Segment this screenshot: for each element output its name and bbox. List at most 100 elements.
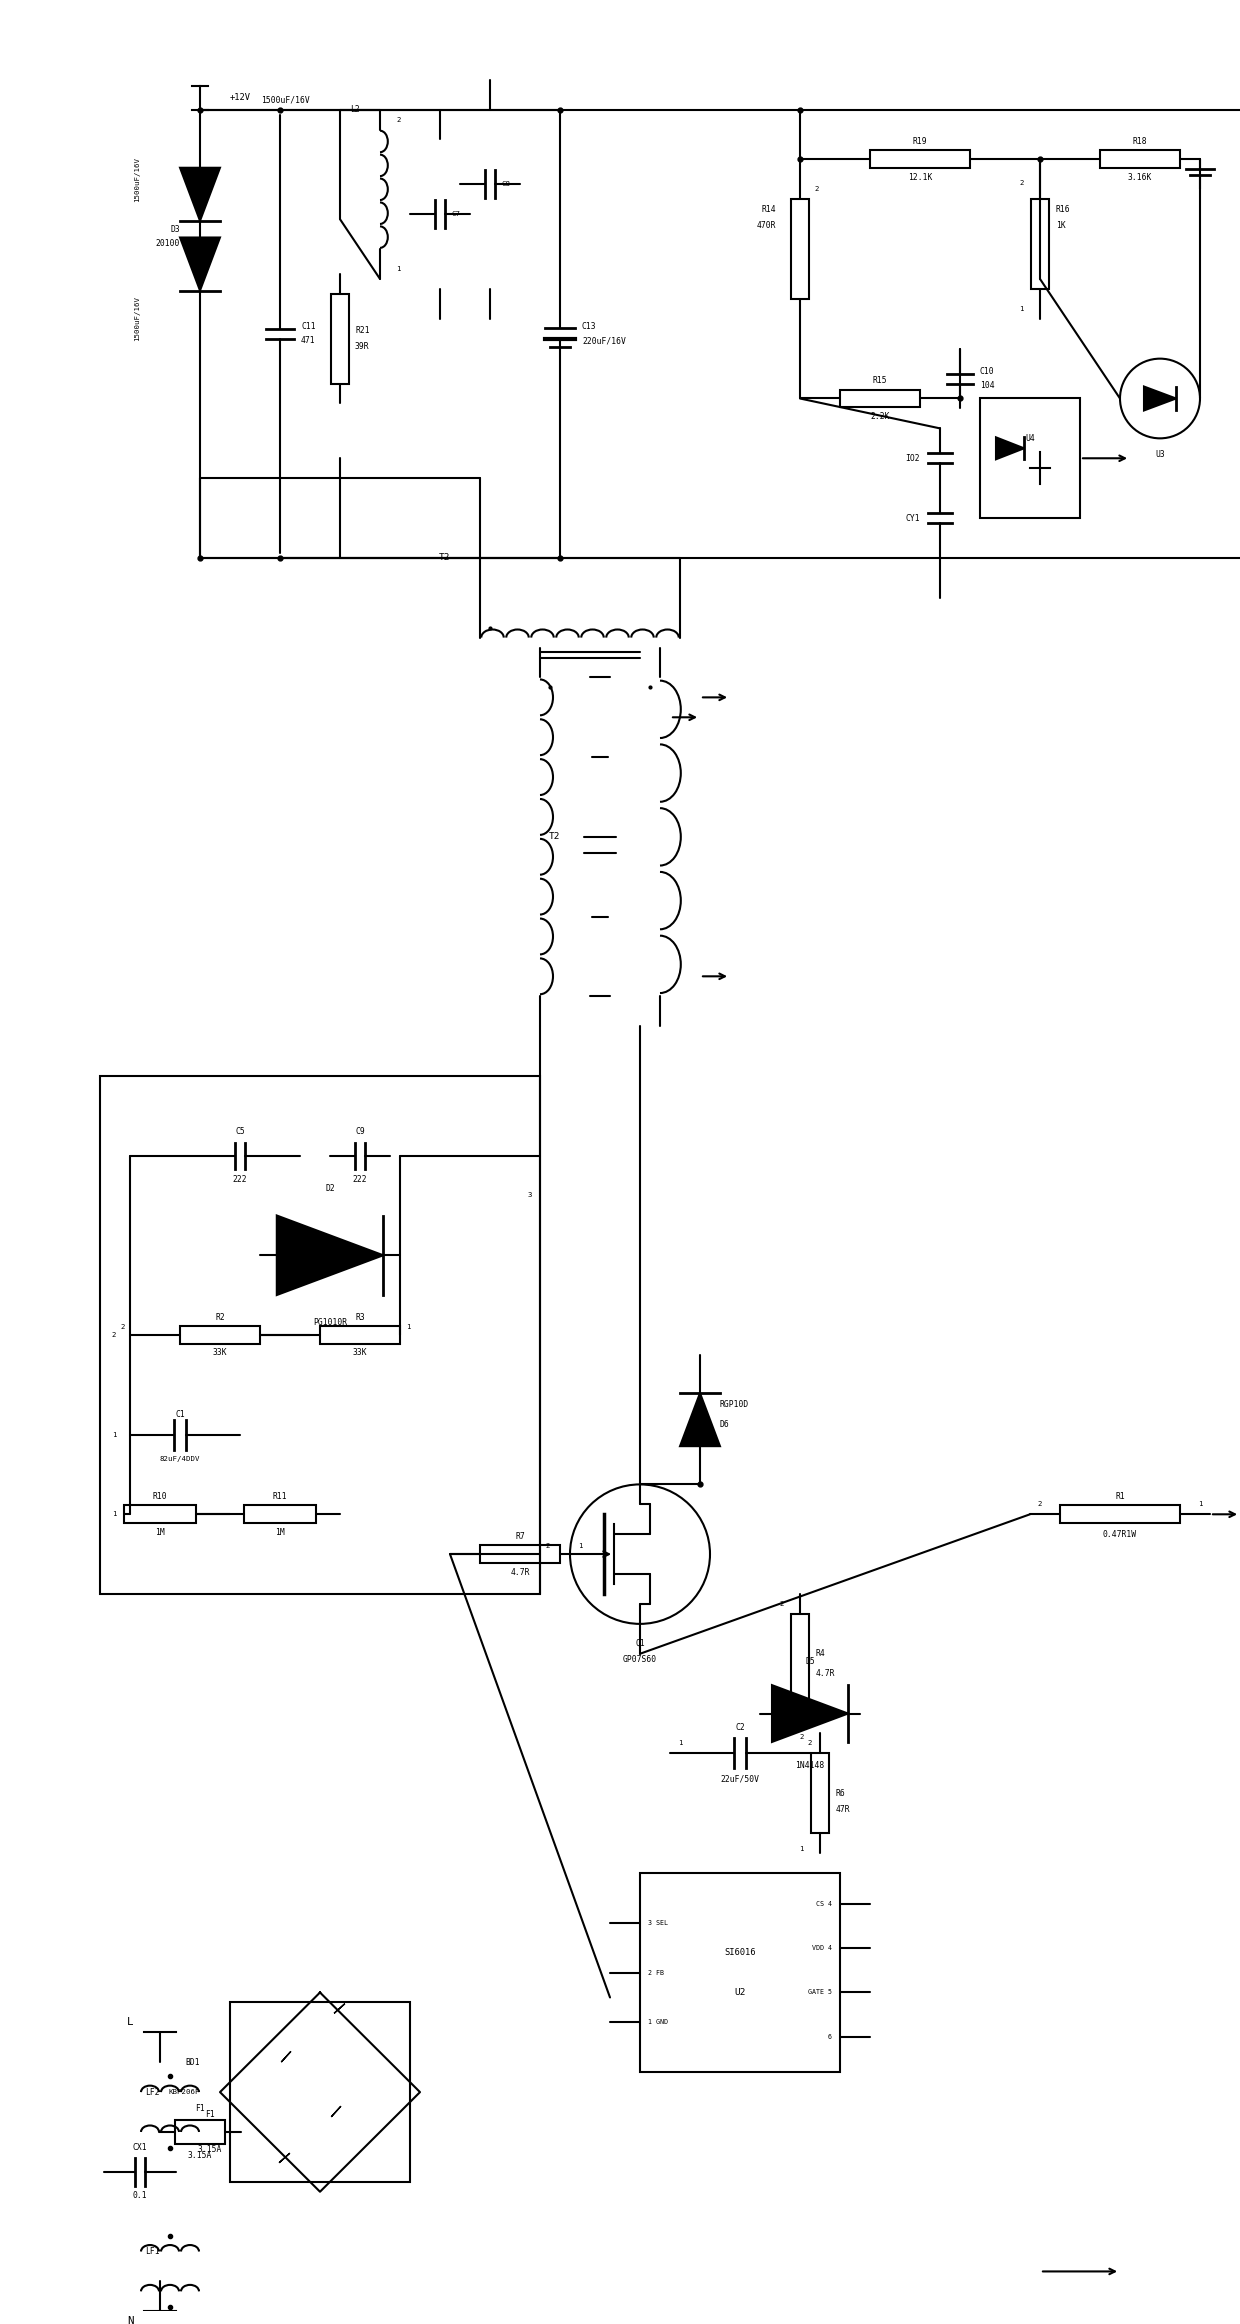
Bar <box>791 200 808 300</box>
Text: N: N <box>126 2317 133 2324</box>
Text: R3: R3 <box>355 1313 365 1322</box>
Text: Q1: Q1 <box>635 1638 645 1648</box>
Text: U3: U3 <box>1156 451 1164 458</box>
Text: 1: 1 <box>800 1845 804 1852</box>
Text: +12V: +12V <box>229 93 250 102</box>
Text: KBP206P: KBP206P <box>169 2089 200 2096</box>
Text: 2: 2 <box>813 186 818 193</box>
Bar <box>320 1327 401 1343</box>
Text: R4: R4 <box>816 1650 826 1659</box>
Text: R2: R2 <box>215 1313 224 1322</box>
Text: 20100: 20100 <box>156 239 180 249</box>
Text: C1: C1 <box>175 1411 185 1420</box>
Bar <box>1030 200 1049 288</box>
Text: T2: T2 <box>548 832 560 841</box>
Text: GATE 5: GATE 5 <box>808 1989 832 1996</box>
Bar <box>100 1076 539 1594</box>
Bar <box>1100 151 1180 167</box>
Text: 33K: 33K <box>352 1348 367 1357</box>
Text: 2: 2 <box>800 1734 804 1741</box>
Bar <box>229 2003 410 2182</box>
Bar <box>870 151 970 167</box>
Bar <box>839 390 920 407</box>
Text: C7: C7 <box>453 211 461 216</box>
Text: 471: 471 <box>301 337 316 346</box>
Text: D5: D5 <box>805 1657 815 1666</box>
Bar <box>124 1506 196 1522</box>
Text: C10: C10 <box>980 367 994 376</box>
Text: 4.7R: 4.7R <box>510 1569 529 1576</box>
Bar <box>640 1873 839 2073</box>
Text: R14: R14 <box>761 205 776 214</box>
Text: 104: 104 <box>980 381 994 390</box>
Text: C13: C13 <box>582 323 596 332</box>
Text: R6: R6 <box>836 1789 846 1799</box>
Text: 2 FB: 2 FB <box>649 1968 663 1975</box>
Text: 1K: 1K <box>1056 221 1065 230</box>
Polygon shape <box>334 2003 345 2013</box>
Text: 33K: 33K <box>213 1348 227 1357</box>
Bar <box>1060 1506 1180 1522</box>
Polygon shape <box>996 437 1024 460</box>
Text: 3.15A: 3.15A <box>198 2145 222 2154</box>
Text: SI6016: SI6016 <box>724 1948 755 1957</box>
Bar <box>980 397 1080 518</box>
Text: 1500uF/16V: 1500uF/16V <box>134 295 140 342</box>
Text: R19: R19 <box>913 137 928 146</box>
Text: LF1: LF1 <box>145 2247 160 2257</box>
Text: C2: C2 <box>735 1722 745 1731</box>
Text: 2: 2 <box>112 1332 117 1339</box>
Text: 222: 222 <box>233 1176 247 1183</box>
Text: C5: C5 <box>236 1127 244 1136</box>
Text: CX1: CX1 <box>133 2143 148 2152</box>
Text: 1: 1 <box>780 1720 784 1727</box>
Text: 22uF/50V: 22uF/50V <box>720 1776 759 1785</box>
Text: R15: R15 <box>873 376 888 386</box>
Text: C8: C8 <box>502 181 511 188</box>
Text: 0.47R1W: 0.47R1W <box>1102 1529 1137 1538</box>
Text: 1: 1 <box>396 265 401 272</box>
Text: 1: 1 <box>1198 1501 1203 1508</box>
Text: 1: 1 <box>112 1432 117 1439</box>
Text: C9: C9 <box>355 1127 365 1136</box>
Text: F1: F1 <box>195 2103 205 2113</box>
Polygon shape <box>773 1685 848 1743</box>
Text: 2: 2 <box>546 1543 551 1550</box>
Text: R21: R21 <box>355 325 370 335</box>
Text: 3.15A: 3.15A <box>187 2152 212 2161</box>
Bar <box>175 2119 224 2145</box>
Bar <box>480 1545 560 1564</box>
Text: 1M: 1M <box>155 1527 165 1536</box>
Text: GP07S60: GP07S60 <box>622 1655 657 1664</box>
Text: R11: R11 <box>273 1492 288 1501</box>
Text: 1: 1 <box>1019 307 1024 311</box>
Polygon shape <box>281 2052 291 2061</box>
Text: RGP10D: RGP10D <box>720 1399 749 1408</box>
Text: LF2: LF2 <box>145 2087 160 2096</box>
Polygon shape <box>277 1215 383 1294</box>
Text: BD1: BD1 <box>185 2057 200 2066</box>
Text: 3 SEL: 3 SEL <box>649 1920 668 1927</box>
Text: 2: 2 <box>807 1741 812 1745</box>
Text: F1: F1 <box>205 2110 215 2119</box>
Text: 1: 1 <box>678 1741 682 1745</box>
Text: 2: 2 <box>780 1601 784 1606</box>
Text: 12.1K: 12.1K <box>908 172 932 181</box>
Text: 222: 222 <box>352 1176 367 1183</box>
Bar <box>244 1506 316 1522</box>
Text: 1: 1 <box>578 1543 583 1550</box>
Polygon shape <box>1145 386 1176 411</box>
Text: IO2: IO2 <box>905 453 920 462</box>
Text: L: L <box>126 2017 133 2027</box>
Text: 1 GND: 1 GND <box>649 2020 668 2027</box>
Bar <box>811 1752 830 1834</box>
Polygon shape <box>331 2106 341 2117</box>
Text: 2: 2 <box>1019 181 1024 186</box>
Polygon shape <box>180 167 219 221</box>
Text: C11: C11 <box>301 323 316 332</box>
Polygon shape <box>180 237 219 290</box>
Text: 3.16K: 3.16K <box>1128 172 1152 181</box>
Text: 2.2K: 2.2K <box>870 411 890 421</box>
Text: U4: U4 <box>1025 435 1035 444</box>
Text: 39R: 39R <box>355 342 370 351</box>
